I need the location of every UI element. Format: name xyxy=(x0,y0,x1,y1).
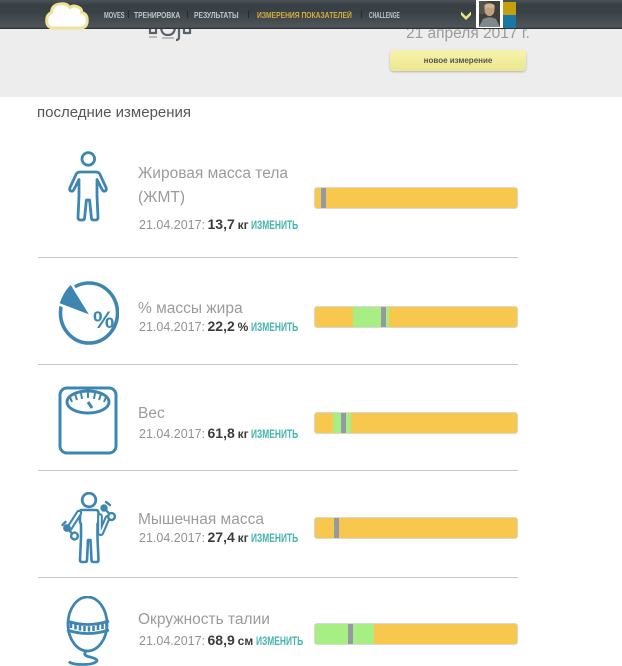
svg-text:%: % xyxy=(93,307,114,334)
